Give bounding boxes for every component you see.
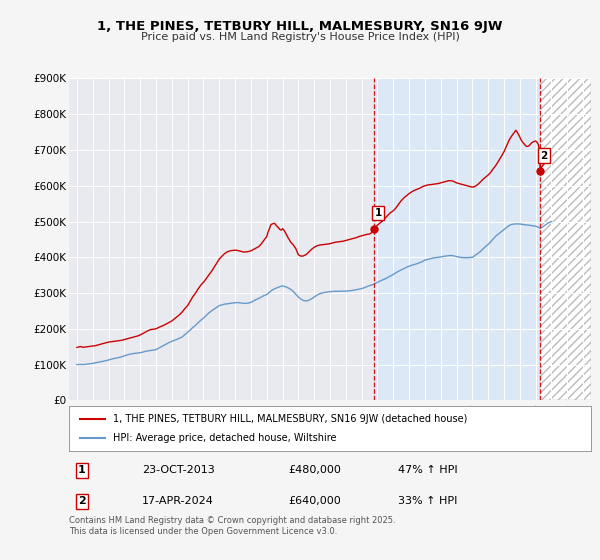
Text: Contains HM Land Registry data © Crown copyright and database right 2025.
This d: Contains HM Land Registry data © Crown c…: [69, 516, 395, 536]
Text: 33% ↑ HPI: 33% ↑ HPI: [398, 496, 457, 506]
Text: £480,000: £480,000: [288, 465, 341, 475]
Text: 47% ↑ HPI: 47% ↑ HPI: [398, 465, 457, 475]
Bar: [374, 78, 540, 400]
Text: 1: 1: [375, 208, 382, 218]
Text: HPI: Average price, detached house, Wiltshire: HPI: Average price, detached house, Wilt…: [113, 433, 337, 444]
Text: 2: 2: [78, 496, 86, 506]
Bar: [540, 78, 591, 400]
Text: 23-OCT-2013: 23-OCT-2013: [142, 465, 215, 475]
Text: 17-APR-2024: 17-APR-2024: [142, 496, 214, 506]
Text: £640,000: £640,000: [288, 496, 341, 506]
Text: 1, THE PINES, TETBURY HILL, MALMESBURY, SN16 9JW (detached house): 1, THE PINES, TETBURY HILL, MALMESBURY, …: [113, 414, 468, 424]
Text: 1: 1: [78, 465, 86, 475]
Text: Price paid vs. HM Land Registry's House Price Index (HPI): Price paid vs. HM Land Registry's House …: [140, 32, 460, 42]
Text: 2: 2: [541, 151, 548, 161]
Text: 1, THE PINES, TETBURY HILL, MALMESBURY, SN16 9JW: 1, THE PINES, TETBURY HILL, MALMESBURY, …: [97, 20, 503, 32]
Bar: [540, 78, 591, 400]
